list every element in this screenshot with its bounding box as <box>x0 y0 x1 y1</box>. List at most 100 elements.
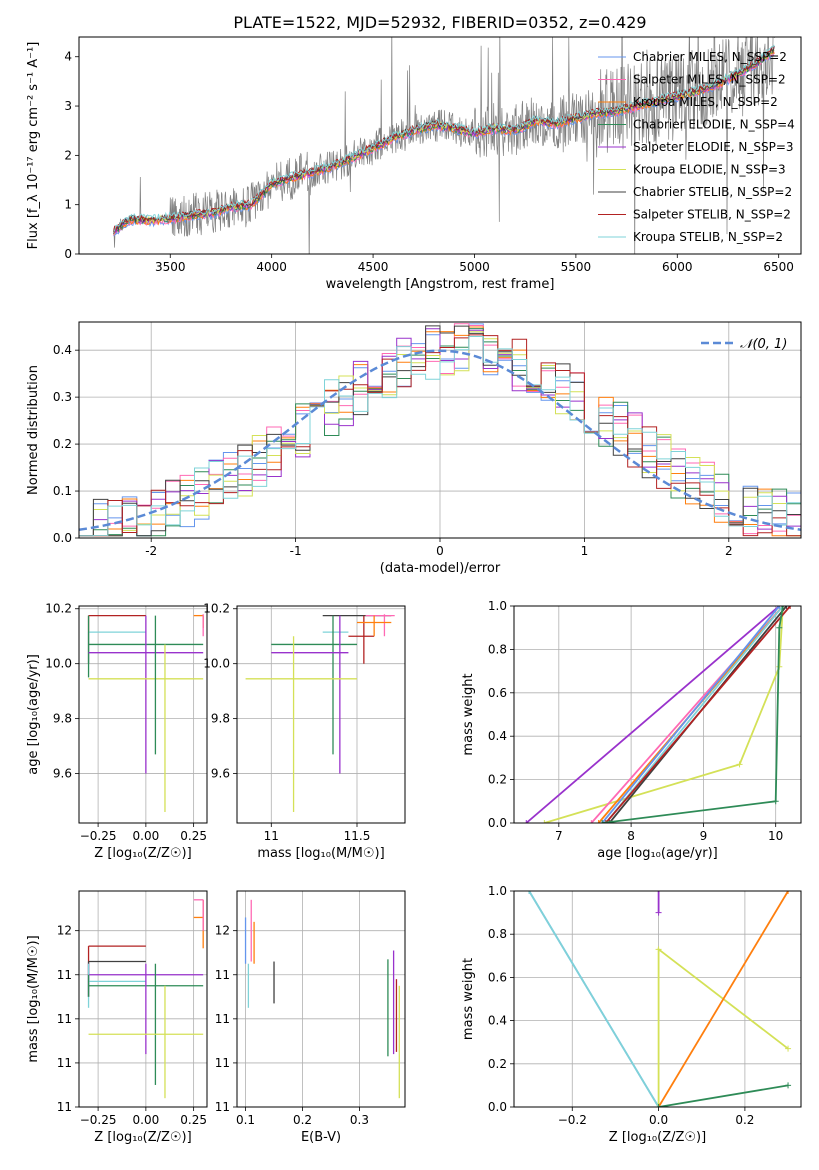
y-tick-label: 11 <box>57 968 72 982</box>
model-line <box>113 44 775 231</box>
x-tick-label: 5500 <box>561 260 592 274</box>
point-marker <box>776 606 783 609</box>
charts-group: 3500 4000 4500 5000 5500 6000 650001234wavelen… <box>26 36 802 1145</box>
y-tick-label: 0.2 <box>488 1057 507 1071</box>
x-tick-label: −0.2 <box>558 1113 587 1127</box>
model-line <box>113 50 775 235</box>
x-tick-label: 0.3 <box>350 1113 369 1127</box>
histogram-step <box>79 325 801 537</box>
y-tick-label: 0.0 <box>488 816 507 830</box>
x-tick-label: 6000 <box>662 260 693 274</box>
x-axis-label: Z [log₁₀(Z/Z☉)] <box>609 1130 706 1145</box>
y-tick-label: 4 <box>64 50 72 64</box>
y-tick-label: 0.8 <box>488 927 507 941</box>
point-marker <box>655 1104 662 1107</box>
x-tick-label: −0.25 <box>80 829 117 843</box>
x-tick-label: 4000 <box>256 260 287 274</box>
cumulative-line <box>528 891 660 1107</box>
y-tick-label: 11 <box>215 1100 230 1114</box>
y-tick-label: 0.4 <box>488 1014 507 1028</box>
axes-frame <box>513 605 802 824</box>
plot-area <box>79 891 207 1107</box>
legend-entry: Kroupa STELIB, N_SSP=2 <box>633 230 783 244</box>
axes-frame <box>78 890 208 1108</box>
y-tick-label: 3 <box>64 99 72 113</box>
y-tick-label: 0.0 <box>488 1100 507 1114</box>
x-tick-label: 8 <box>627 829 635 843</box>
x-tick-label: 10 <box>768 829 783 843</box>
point-marker <box>787 606 794 609</box>
y-tick-label: 9.6 <box>53 767 72 781</box>
y-tick-label: 1.0 <box>488 884 507 898</box>
legend-entry: 𝒩(0, 1) <box>740 337 787 352</box>
plot-area <box>79 322 801 538</box>
point-marker <box>772 798 779 805</box>
x-axis-label: Z [log₁₀(Z/Z☉)] <box>94 846 191 861</box>
chart-residuals: -2 -1 0 1 2 0.0 0.1 0.2 0.3 0.4 (data-model)/error… <box>26 321 802 576</box>
y-tick-label: 0.2 <box>488 773 507 787</box>
point-marker <box>655 946 662 953</box>
y-tick-label: 0.2 <box>53 437 72 451</box>
x-tick-label: 2 <box>725 544 733 558</box>
point-marker <box>599 820 606 823</box>
point-marker <box>526 891 533 894</box>
y-tick-label: 11 <box>57 1100 72 1114</box>
x-tick-label: 4500 <box>358 260 389 274</box>
x-axis-label: age [log₁₀(age/yr)] <box>597 846 718 861</box>
legend-entry: Kroupa ELODIE, N_SSP=3 <box>633 163 786 177</box>
axes-frame <box>236 605 406 824</box>
y-axis-label: mass weight <box>461 958 476 1040</box>
y-axis-label: Normed distribution <box>26 365 41 495</box>
chart-cumulative-mass-weight-Z: −0.2 0.0 0.2 0.0 0.2 0.4 0.6 0.8 1.0 Z [log₁₀(Z/Z… <box>461 884 802 1145</box>
y-tick-label: 11 <box>57 1056 72 1070</box>
axes-frame <box>78 605 208 824</box>
y-tick-label: 9.8 <box>53 712 72 726</box>
point-marker <box>602 820 609 823</box>
x-tick-label: -1 <box>290 544 302 558</box>
y-tick-label: 0.1 <box>53 484 72 498</box>
y-tick-label: 1 <box>64 198 72 212</box>
y-tick-label: 11 <box>215 968 230 982</box>
cumulative-line <box>657 891 789 1107</box>
point-marker <box>736 761 743 768</box>
cumulative-line <box>601 606 780 823</box>
y-tick-label: 10.0 <box>203 657 230 671</box>
x-tick-label: 0.2 <box>735 1113 754 1127</box>
legend: Chabrier MILES, N_SSP=2 Salpeter MILES, N… <box>598 50 795 244</box>
chart-age-vs-Z: −0.25 0.00 0.25 9.6 9.8 10.0 10.2 Z [log₁₀(Z/Z☉… <box>26 602 208 861</box>
cumulative-line <box>602 606 784 823</box>
cumulative-line <box>605 606 784 823</box>
point-marker <box>655 909 662 916</box>
y-tick-label: 2 <box>64 148 72 162</box>
y-tick-label: 10.0 <box>45 657 72 671</box>
y-axis-label: age [log₁₀(age/yr)] <box>26 654 41 775</box>
y-tick-label: 11 <box>57 1012 72 1026</box>
legend-entry: Salpeter STELIB, N_SSP=2 <box>633 208 791 222</box>
y-axis-label: Flux [f_λ 10⁻¹⁷ erg cm⁻² s⁻¹ A⁻¹] <box>26 42 41 250</box>
plot-area <box>237 606 405 823</box>
point-marker <box>785 891 792 894</box>
y-axis-label: mass [log₁₀(M/M☉)] <box>26 935 41 1062</box>
cumulative-line <box>525 606 780 823</box>
x-tick-label: 3500 <box>155 260 186 274</box>
axes-frame <box>513 890 802 1108</box>
x-tick-label: 0.00 <box>133 829 160 843</box>
legend-entry: Kroupa MILES, N_SSP=2 <box>633 95 778 109</box>
x-axis-label: (data-model)/error <box>380 561 501 576</box>
chart-spectrum: 3500 4000 4500 5000 5500 6000 6500 0 1 2 3 4 wavelen… <box>26 36 802 292</box>
y-axis-label: mass weight <box>461 673 476 755</box>
y-tick-label: 0.8 <box>488 642 507 656</box>
x-axis-label: Z [log₁₀(Z/Z☉)] <box>94 1130 191 1145</box>
figure-title: PLATE=1522, MJD=52932, FIBERID=0352, z=0… <box>233 13 646 32</box>
cumulative-line <box>605 606 791 823</box>
y-tick-label: 11 <box>215 1012 230 1026</box>
y-tick-label: 11 <box>215 1056 230 1070</box>
normal-curve <box>79 349 801 532</box>
axes-frame <box>236 890 406 1108</box>
point-marker <box>783 606 790 609</box>
y-tick-label: 1.0 <box>488 599 507 613</box>
point-marker <box>655 891 662 894</box>
histogram-step <box>79 336 801 537</box>
x-axis-label: wavelength [Angstrom, rest frame] <box>326 277 555 292</box>
